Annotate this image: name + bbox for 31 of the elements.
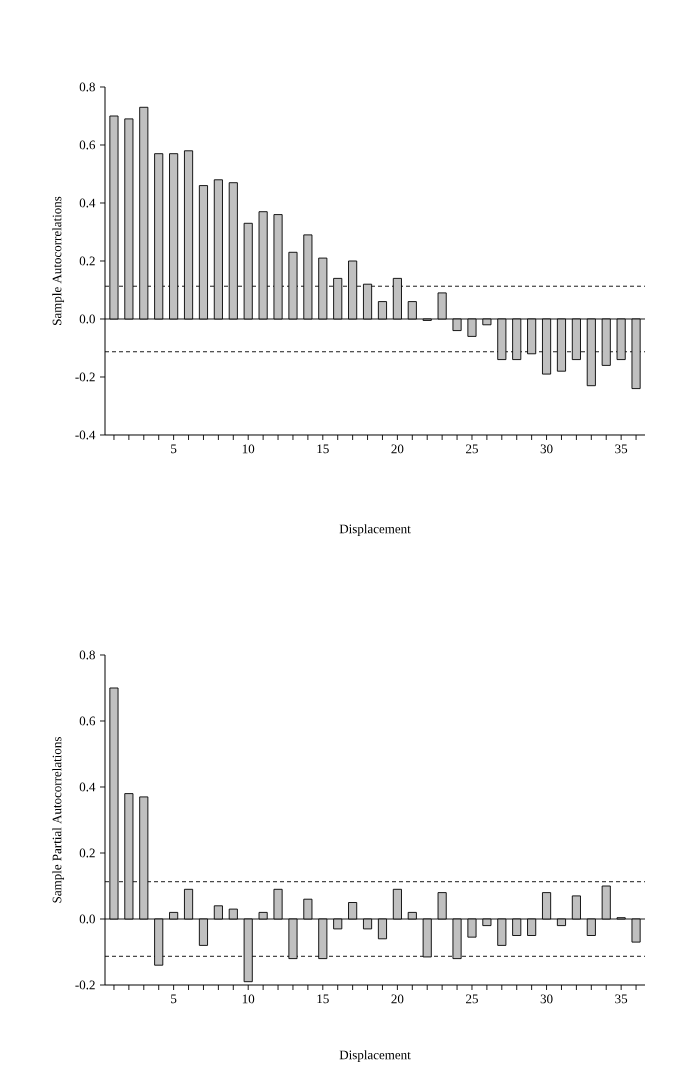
y-tick-label: 0.2 (79, 256, 95, 266)
y-tick-label: 0.4 (79, 782, 96, 792)
y-tick-label: 0.8 (79, 650, 95, 660)
x-tick-label: 5 (171, 444, 177, 454)
x-tick-label: 15 (317, 444, 329, 454)
x-tick-label: 10 (242, 994, 255, 1004)
x-tick-label: 25 (466, 994, 478, 1004)
x-tick-label: 30 (540, 444, 553, 454)
x-axis-title: Displacement (339, 524, 411, 536)
y-tick-label: -0.2 (75, 372, 95, 382)
x-tick-label: 35 (615, 994, 628, 1004)
y-tick-label: 0.4 (79, 198, 96, 208)
y-tick-label: -0.4 (75, 430, 96, 440)
x-tick-label: 20 (391, 444, 404, 454)
y-tick-label: 0.6 (79, 140, 96, 150)
x-tick-label: 25 (466, 444, 478, 454)
y-tick-label: 0.8 (79, 82, 95, 92)
y-tick-label: 0.6 (79, 716, 96, 726)
x-tick-label: 35 (615, 444, 628, 454)
x-tick-label: 30 (540, 994, 553, 1004)
x-axis-title: Displacement (339, 1050, 411, 1062)
y-tick-label: 0.0 (79, 914, 95, 924)
y-tick-label: 0.2 (79, 848, 95, 858)
y-axis-title: Sample Autocorrelations (52, 196, 65, 325)
x-tick-label: 15 (317, 994, 329, 1004)
y-axis-title: Sample Partial Autocorrelations (52, 737, 65, 903)
x-tick-label: 10 (242, 444, 255, 454)
x-tick-label: 5 (171, 994, 177, 1004)
x-tick-label: 20 (391, 994, 404, 1004)
y-tick-label: -0.2 (75, 980, 95, 990)
y-tick-label: 0.0 (79, 314, 95, 324)
